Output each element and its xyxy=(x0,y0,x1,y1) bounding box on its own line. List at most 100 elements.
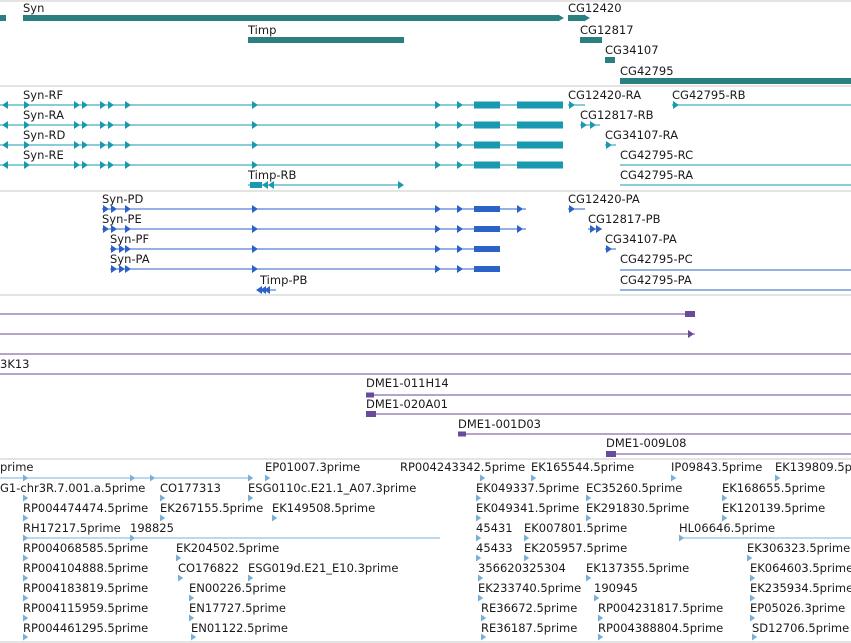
exon-arrow-icon xyxy=(750,614,756,622)
exon-arrow-icon xyxy=(596,225,602,233)
est-label: ESG019d.E21_E10.3prime xyxy=(248,561,398,575)
exon-arrow-icon xyxy=(586,494,592,502)
est-label: RP004231817.5prime xyxy=(598,601,723,615)
exon-arrow-icon xyxy=(272,514,278,522)
exon-arrow-icon xyxy=(750,574,756,582)
exon-arrow-icon xyxy=(586,574,592,582)
exon-block xyxy=(474,246,500,252)
exon-arrow-icon xyxy=(191,633,197,641)
gene-feature[interactable] xyxy=(568,15,584,21)
est-label: SD12706.5prime xyxy=(752,621,849,635)
exon-block xyxy=(474,121,500,129)
exon-block xyxy=(474,266,500,272)
est-features[interactable] xyxy=(0,474,851,641)
exon-arrow-icon xyxy=(590,121,596,129)
exon-arrow-icon xyxy=(262,181,268,189)
exon-arrow-icon xyxy=(108,141,114,149)
est-label: EK204502.5prime xyxy=(176,541,279,555)
exon-arrow-icon xyxy=(435,141,441,149)
est-label: CO176822 xyxy=(178,561,239,575)
exon-arrow-icon xyxy=(119,265,125,273)
est-label: EK306323.5prime xyxy=(747,541,850,555)
est-track[interactable]: prime EP01007.3prime RP004243342.5prime … xyxy=(0,460,851,641)
exon-arrow-icon xyxy=(23,494,29,502)
exon-block xyxy=(474,141,500,149)
est-label: RP004461295.5prime xyxy=(23,621,148,635)
exon-arrow-icon xyxy=(524,554,530,562)
exon-arrow-icon xyxy=(476,494,482,502)
est-label: EN17727.5prime xyxy=(189,601,286,615)
gene-feature[interactable] xyxy=(605,57,615,63)
exon-arrow-icon xyxy=(23,554,29,562)
exon-arrow-icon xyxy=(189,594,195,602)
clone-features[interactable] xyxy=(0,311,851,457)
transcript-label: Syn-RD xyxy=(23,128,66,142)
transcript-track[interactable]: Syn-RF Syn-RA Syn-RD Syn-RE Timp-RB CG12… xyxy=(0,88,851,189)
exon-arrow-icon xyxy=(252,141,258,149)
est-label: RE36187.5prime xyxy=(481,621,577,635)
exon-arrow-icon xyxy=(264,286,270,294)
exon-arrow-icon xyxy=(160,514,166,522)
strand-arrow-icon xyxy=(584,14,590,22)
exon-arrow-icon xyxy=(435,101,441,109)
transcript-label: Syn-RE xyxy=(23,148,64,162)
exon-arrow-icon xyxy=(125,245,131,253)
gene-label: Timp xyxy=(247,23,276,37)
gene-feature[interactable] xyxy=(620,78,851,84)
protein-label: CG12420-PA xyxy=(568,192,640,206)
exon-arrow-icon xyxy=(581,121,587,129)
protein-track[interactable]: Syn-PD Syn-PE Syn-PF Syn-PA Timp-PB CG12… xyxy=(102,192,851,294)
exon-block xyxy=(250,182,262,188)
exon-arrow-icon xyxy=(111,265,117,273)
gene-track[interactable]: Syn Timp CG12420 CG12817 CG34107 CG42795 xyxy=(0,1,851,84)
exon-arrow-icon xyxy=(24,161,30,169)
est-label: EK149508.5prime xyxy=(272,501,375,515)
protein-label: Syn-PF xyxy=(110,232,149,246)
exon-arrow-icon xyxy=(74,141,80,149)
exon-arrow-icon xyxy=(100,161,106,169)
protein-label: Syn-PD xyxy=(102,192,143,206)
exon-arrow-icon xyxy=(248,494,254,502)
exon-block xyxy=(474,206,500,212)
gene-feature[interactable] xyxy=(580,37,602,43)
exon-arrow-icon xyxy=(569,101,575,109)
exon-block xyxy=(474,226,500,232)
est-label: EK291830.5prime xyxy=(586,501,689,515)
exon-arrow-icon xyxy=(125,101,131,109)
est-label: EK233740.5prime xyxy=(478,581,581,595)
est-label: RE36672.5prime xyxy=(481,601,577,615)
exon-arrow-icon xyxy=(671,474,677,482)
exon-arrow-icon xyxy=(23,614,29,622)
gene-feature[interactable] xyxy=(0,15,6,21)
exon-arrow-icon xyxy=(476,514,482,522)
exon-arrow-icon xyxy=(457,245,463,253)
est-label: EK168655.5prime xyxy=(722,481,825,495)
exon-arrow-icon xyxy=(260,286,266,294)
exon-arrow-icon xyxy=(594,594,600,602)
gene-feature[interactable] xyxy=(248,37,404,43)
exon-arrow-icon xyxy=(23,514,29,522)
exon-arrow-icon xyxy=(119,245,125,253)
exon-block xyxy=(517,161,563,169)
exon-arrow-icon xyxy=(252,205,258,213)
clone-track[interactable]: 3K13 DME1-011H14 DME1-020A01 DME1-001D03… xyxy=(0,311,851,457)
exon-arrow-icon xyxy=(108,121,114,129)
exon-arrow-icon xyxy=(435,245,441,253)
exon-arrow-icon xyxy=(586,514,592,522)
exon-block xyxy=(606,451,616,457)
exon-arrow-icon xyxy=(24,141,30,149)
transcript-label: CG42795-RA xyxy=(620,168,693,182)
gene-feature[interactable] xyxy=(23,15,558,21)
est-label: CO177313 xyxy=(160,481,221,495)
exon-arrow-icon xyxy=(252,161,258,169)
transcript-models[interactable] xyxy=(0,101,851,189)
protein-models[interactable] xyxy=(102,205,851,294)
exon-arrow-icon xyxy=(606,245,612,253)
est-label: EN00226.5prime xyxy=(189,581,286,595)
est-label: RP004183819.5prime xyxy=(23,581,148,595)
exon-arrow-icon xyxy=(256,286,262,294)
exon-arrow-icon xyxy=(457,101,463,109)
est-label: EK139809.5p xyxy=(775,460,851,474)
exon-arrow-icon xyxy=(111,205,117,213)
